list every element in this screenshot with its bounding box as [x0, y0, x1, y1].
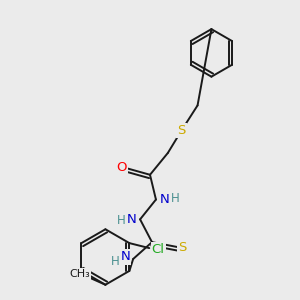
Text: H: H: [111, 256, 120, 268]
Text: O: O: [116, 161, 127, 174]
Text: H: H: [117, 214, 126, 227]
Text: CH₃: CH₃: [69, 269, 90, 279]
Text: N: N: [126, 213, 136, 226]
Text: S: S: [178, 241, 187, 254]
Text: S: S: [178, 124, 186, 137]
Text: Cl: Cl: [152, 243, 165, 256]
Text: N: N: [160, 193, 170, 206]
Text: N: N: [120, 250, 130, 263]
Text: H: H: [170, 192, 179, 205]
